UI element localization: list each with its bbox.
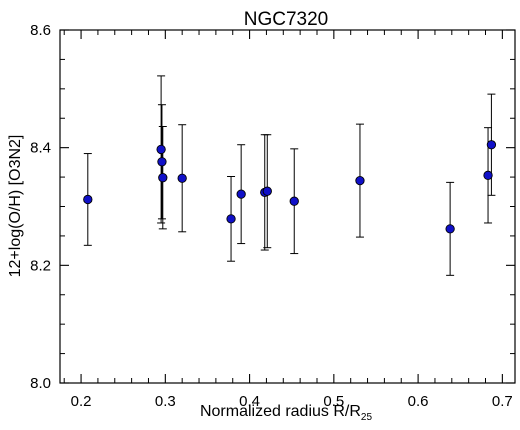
data-point [483, 170, 493, 180]
x-tick-label: 0.5 [323, 393, 344, 410]
x-axis-label-main: Normalized radius R/R [200, 403, 361, 420]
data-point [157, 157, 167, 167]
x-tick-label: 0.4 [239, 393, 260, 410]
y-tick-label: 8.6 [30, 22, 51, 39]
y-axis-tick-labels: 8.0 8.2 8.4 8.6 [30, 22, 51, 392]
y-tick-label: 8.2 [30, 257, 51, 274]
data-point [156, 144, 166, 155]
data-series [83, 75, 497, 276]
data-point [158, 173, 168, 183]
chart-title: NGC7320 [244, 9, 329, 30]
x-axis-label: Normalized radius R/R25 [200, 403, 372, 423]
data-point [236, 189, 246, 199]
x-tick-label: 0.7 [492, 393, 513, 410]
y-tick-label: 8.4 [30, 140, 51, 157]
x-tick-label: 0.3 [155, 393, 176, 410]
y-axis-ticks [60, 29, 515, 384]
data-point [226, 214, 236, 224]
x-axis-tick-labels: 0.2 0.3 0.4 0.5 0.6 0.7 [71, 393, 513, 410]
y-axis-label: 12+log(O/H) [O3N2] [7, 135, 24, 278]
plot-area: 0.2 0.3 0.4 0.5 0.6 0.7 8.0 8.2 8.4 8.6 [30, 22, 516, 410]
y-tick-label: 8.0 [30, 375, 51, 392]
data-point [83, 194, 93, 205]
x-axis-label-subscript: 25 [361, 412, 373, 423]
data-point [445, 224, 455, 234]
x-tick-label: 0.6 [408, 393, 429, 410]
x-axis-ticks [63, 30, 503, 383]
data-point [262, 186, 272, 196]
plot-frame [59, 29, 516, 384]
data-point [177, 173, 187, 183]
data-point [355, 175, 365, 186]
data-point [289, 196, 299, 206]
data-point [486, 140, 497, 150]
x-tick-label: 0.2 [71, 393, 92, 410]
